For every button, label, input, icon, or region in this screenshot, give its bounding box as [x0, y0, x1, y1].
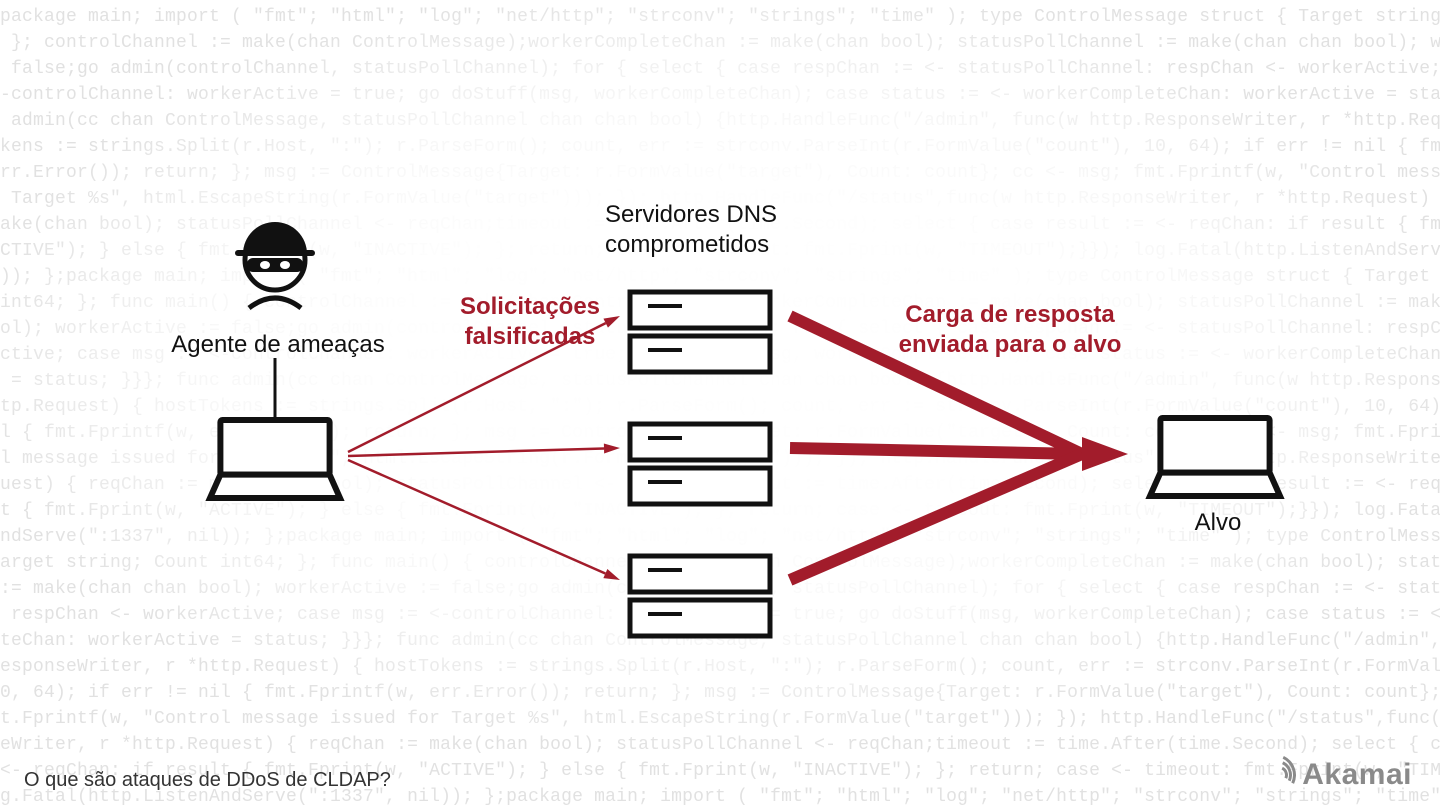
- payload-label: Carga de resposta enviada para o alvo: [880, 300, 1140, 360]
- diagram-canvas: package main; import ( "fmt"; "html"; "l…: [0, 0, 1440, 810]
- servers-title-label: Servidores DNS comprometidos: [605, 200, 825, 260]
- brand-text: Akamai: [1302, 758, 1412, 792]
- brand-logo: Akamai: [1254, 754, 1412, 796]
- spoofed-requests-label: Solicitações falsificadas: [430, 292, 630, 352]
- attacker-label: Agente de ameaças: [158, 330, 398, 360]
- target-label: Alvo: [1178, 508, 1258, 538]
- footer-question: O que são ataques de DDoS de CLDAP?: [24, 769, 391, 792]
- diagram-svg: [0, 0, 1440, 810]
- akamai-wave-icon: [1254, 754, 1296, 796]
